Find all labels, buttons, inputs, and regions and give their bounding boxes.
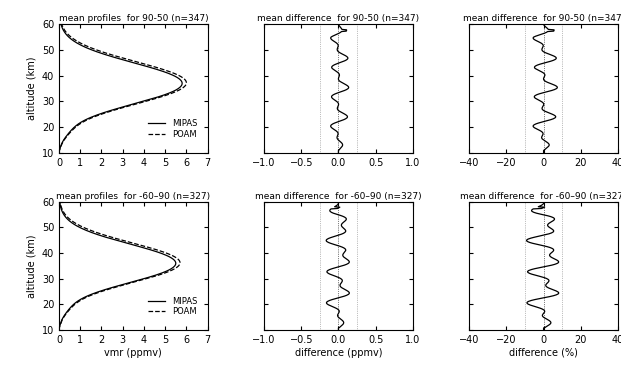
Line: POAM: POAM [59, 24, 186, 153]
MIPAS [56, 199, 63, 204]
POAM [70, 220, 77, 224]
Title: mean profiles  for 90-50 (n=347): mean profiles for 90-50 (n=347) [58, 15, 208, 23]
Title: mean difference  for 90-50 (n=347): mean difference for 90-50 (n=347) [463, 15, 621, 23]
MIPAS [76, 42, 83, 47]
Y-axis label: altitude (km): altitude (km) [26, 57, 36, 120]
Title: mean difference  for 90-50 (n=347): mean difference for 90-50 (n=347) [257, 15, 420, 23]
MIPAS [55, 327, 63, 332]
Legend: MIPAS, POAM: MIPAS, POAM [145, 116, 201, 142]
MIPAS [55, 328, 63, 332]
POAM [61, 211, 68, 216]
Title: mean difference  for -60–90 (n=327): mean difference for -60–90 (n=327) [255, 192, 422, 201]
MIPAS [55, 151, 63, 155]
POAM [55, 150, 63, 154]
MIPAS [152, 249, 160, 254]
MIPAS [172, 75, 179, 79]
POAM [79, 42, 87, 47]
Y-axis label: altitude (km): altitude (km) [26, 234, 36, 298]
MIPAS [166, 72, 174, 76]
X-axis label: vmr (ppmv): vmr (ppmv) [104, 348, 162, 358]
POAM [158, 249, 166, 254]
POAM [172, 72, 179, 76]
POAM [55, 327, 63, 332]
Title: mean profiles  for -60–90 (n=327): mean profiles for -60–90 (n=327) [57, 192, 211, 201]
MIPAS [57, 22, 65, 26]
Legend: MIPAS, POAM: MIPAS, POAM [145, 293, 201, 320]
MIPAS [67, 220, 75, 224]
POAM [55, 328, 63, 332]
MIPAS [60, 211, 67, 216]
POAM [58, 22, 65, 26]
Line: MIPAS: MIPAS [59, 201, 176, 330]
MIPAS [64, 34, 71, 38]
POAM [178, 75, 185, 79]
Line: MIPAS: MIPAS [59, 24, 182, 153]
MIPAS [160, 252, 167, 256]
POAM [176, 74, 184, 78]
POAM [165, 252, 173, 256]
POAM [164, 251, 171, 256]
Line: POAM: POAM [59, 201, 180, 330]
MIPAS [158, 251, 166, 256]
POAM [66, 34, 74, 38]
POAM [55, 151, 63, 155]
X-axis label: difference (ppmv): difference (ppmv) [295, 348, 382, 358]
MIPAS [55, 150, 63, 154]
POAM [57, 199, 64, 204]
Title: mean difference  for -60–90 (n=327): mean difference for -60–90 (n=327) [460, 192, 621, 201]
MIPAS [171, 74, 179, 78]
X-axis label: difference (%): difference (%) [509, 348, 578, 358]
